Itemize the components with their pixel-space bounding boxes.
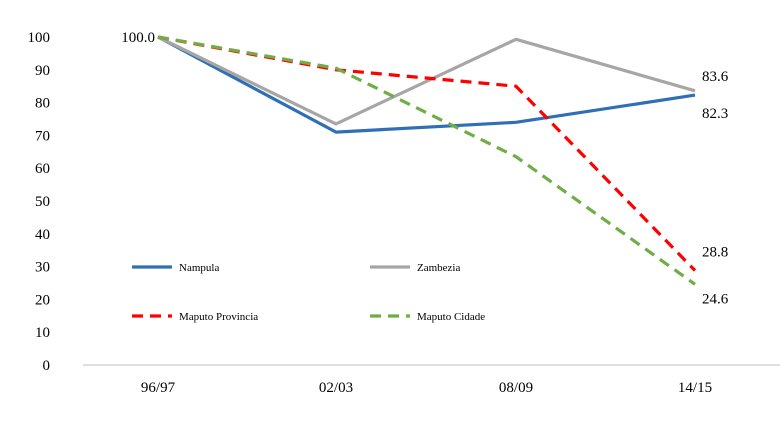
legend-label: Nampula (179, 262, 219, 274)
data-label: 82.3 (702, 106, 728, 122)
y-tick-label: 0 (43, 358, 51, 374)
series-lines (157, 35, 697, 286)
data-label: 83.6 (702, 69, 729, 85)
legend-item: Zambezia (370, 262, 460, 274)
y-tick-label: 20 (35, 292, 50, 308)
y-tick-label: 30 (35, 260, 50, 276)
legend-label: Maputo Provincia (179, 311, 258, 323)
y-axis-ticks: 0 10 20 30 40 50 60 70 80 90 100 (28, 30, 51, 374)
y-tick-label: 60 (35, 161, 50, 177)
y-tick-label: 90 (35, 63, 50, 79)
legend-item: Nampula (132, 262, 219, 274)
data-label: 24.6 (702, 291, 729, 307)
legend-item: Maputo Cidade (370, 311, 485, 323)
legend-label: Maputo Cidade (417, 311, 485, 323)
series-line-1 (157, 35, 696, 126)
x-tick-label: 02/03 (319, 380, 353, 396)
x-axis-ticks: 96/97 02/03 08/09 14/15 (141, 380, 712, 396)
data-labels: 100.0 83.6 82.3 28.8 24.6 (121, 30, 729, 307)
series-line-0 (157, 35, 696, 134)
legend: Nampula Zambezia Maputo Provincia Maputo Ci… (132, 262, 485, 323)
y-tick-label: 10 (35, 325, 50, 341)
legend-label: Zambezia (417, 262, 460, 274)
legend-item: Maputo Provincia (132, 311, 258, 323)
y-tick-label: 50 (35, 194, 50, 210)
y-tick-label: 100 (28, 30, 51, 46)
y-tick-label: 40 (35, 227, 50, 243)
series-line-2 (157, 35, 697, 272)
data-label: 100.0 (121, 30, 155, 46)
x-tick-label: 14/15 (678, 380, 712, 396)
y-tick-label: 70 (35, 128, 50, 144)
x-tick-label: 96/97 (141, 380, 176, 396)
y-tick-label: 80 (35, 96, 50, 112)
x-tick-label: 08/09 (499, 380, 533, 396)
series-line-3 (157, 35, 696, 286)
data-label: 28.8 (702, 245, 728, 261)
